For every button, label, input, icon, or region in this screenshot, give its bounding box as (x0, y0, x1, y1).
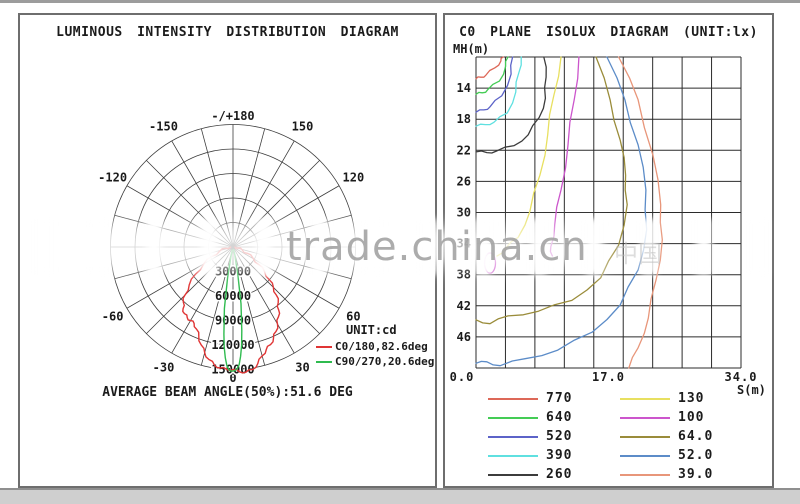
x-tick-label: 17.0 (592, 370, 625, 384)
legend-line-swatch (620, 397, 670, 400)
legend-label: C90/270,20.6deg (335, 355, 435, 368)
isolux-blob-100 (483, 252, 497, 274)
polar-spoke (232, 160, 320, 248)
isolux-legend-item-520: 520 (488, 427, 572, 446)
angle-label: 30 (295, 360, 309, 374)
isolux-legend-item-64.0: 64.0 (620, 427, 713, 446)
polar-legend-unit: UNIT:cd (346, 323, 397, 337)
isolux-chart: 14 18 22 26 30 34 38 42 46 0.0 17.0 34.0 (450, 56, 758, 384)
angle-label: 150 (292, 120, 314, 134)
isolux-curve-770 (475, 56, 504, 80)
isolux-legend-col1: 770 640 520 390 260 (488, 389, 572, 484)
y-tick-label: 30 (457, 206, 471, 220)
legend-line-swatch (488, 454, 538, 457)
isolux-curve-64.0 (475, 56, 628, 325)
polar-legend-item-c0: C0/180,82.6deg (316, 339, 434, 354)
polar-legend-rows: C0/180,82.6deg C90/270,20.6deg (316, 339, 434, 369)
isolux-legend-item-100: 100 (620, 408, 713, 427)
y-tick-label: 46 (457, 330, 471, 344)
legend-label: 130 (678, 391, 705, 406)
legend-label: 260 (546, 467, 573, 482)
legend-label: 39.0 (678, 467, 714, 482)
y-tick-label: 26 (457, 174, 471, 188)
legend-label: 520 (546, 429, 573, 444)
angle-label: -120 (98, 171, 127, 185)
y-tick-label: 18 (457, 112, 471, 126)
legend-line-swatch (488, 416, 538, 419)
angle-label: 0 (229, 371, 236, 385)
angle-label: 120 (343, 171, 365, 185)
legend-line-swatch (316, 345, 332, 348)
radial-label: 60000 (215, 289, 251, 303)
legend-label: 52.0 (678, 448, 714, 463)
angle-label: -/+180 (211, 109, 254, 123)
isolux-legend-item-39.0: 39.0 (620, 465, 713, 484)
x-tick-label: 34.0 (725, 370, 758, 384)
legend-line-swatch (620, 435, 670, 438)
isolux-panel: C0 PLANE ISOLUX DIAGRAM (UNIT:lx) MH(m) … (443, 13, 774, 488)
x-tick-label: 0.0 (450, 370, 475, 384)
top-edge-strip (0, 0, 800, 3)
polar-legend-item-c90: C90/270,20.6deg (316, 354, 434, 369)
y-tick-label: 42 (457, 299, 471, 313)
right-panel-title: C0 PLANE ISOLUX DIAGRAM (UNIT:lx) (459, 25, 758, 40)
radial-label: 90000 (215, 314, 251, 328)
isolux-curve-390 (475, 56, 522, 127)
isolux-legend-item-390: 390 (488, 446, 572, 465)
isolux-legend-item-640: 640 (488, 408, 572, 427)
legend-line-swatch (620, 454, 670, 457)
isolux-legend-col2: 130 100 64.0 52.0 39.0 (620, 389, 713, 484)
y-axis-label: MH(m) (453, 42, 490, 56)
angle-label: -150 (149, 120, 178, 134)
isolux-legend-item-770: 770 (488, 389, 572, 408)
polar-spoke (232, 140, 295, 248)
legend-line-swatch (316, 360, 332, 363)
legend-label: 100 (678, 410, 705, 425)
x-axis-label: S(m) (737, 383, 766, 397)
intensity-curve-c90 (223, 249, 243, 372)
isolux-curve-640 (475, 56, 509, 95)
bottom-edge-strip (0, 488, 800, 504)
angle-label: -30 (153, 360, 175, 374)
legend-line-swatch (488, 473, 538, 476)
legend-label: C0/180,82.6deg (335, 340, 428, 353)
angle-label: 60 (346, 310, 360, 324)
isolux-curve-520 (475, 56, 514, 113)
isolux-curve-52.0 (475, 56, 648, 367)
angle-label: -60 (102, 310, 124, 324)
isolux-legend-item-130: 130 (620, 389, 713, 408)
y-tick-label: 34 (457, 237, 471, 251)
isolux-curve-260 (475, 56, 547, 154)
y-tick-label: 14 (457, 81, 471, 95)
radial-label: 30000 (215, 265, 251, 279)
polar-spoke (126, 185, 234, 248)
polar-spoke (200, 128, 234, 248)
luminous-intensity-panel: LUMINOUS INTENSITY DISTRIBUTION DIAGRAM … (18, 13, 437, 488)
average-beam-angle-note: AVERAGE BEAM ANGLE(50%):51.6 DEG (102, 385, 353, 400)
legend-line-swatch (488, 435, 538, 438)
left-panel-title: LUMINOUS INTENSITY DISTRIBUTION DIAGRAM (56, 25, 399, 40)
radial-label: 120000 (211, 338, 254, 352)
polar-spoke (171, 140, 234, 248)
isolux-legend-item-52.0: 52.0 (620, 446, 713, 465)
polar-spoke (232, 185, 340, 248)
legend-line-swatch (620, 473, 670, 476)
polar-spoke (232, 128, 266, 248)
polar-legend: UNIT:cd C0/180,82.6deg C90/270,20.6deg (316, 323, 434, 369)
legend-label: 64.0 (678, 429, 714, 444)
legend-label: 390 (546, 448, 573, 463)
legend-line-swatch (488, 397, 538, 400)
isolux-legend-item-260: 260 (488, 465, 572, 484)
legend-line-swatch (620, 416, 670, 419)
polar-spoke (146, 160, 234, 248)
polar-spoke (232, 214, 352, 248)
legend-label: 640 (546, 410, 573, 425)
polar-spoke (114, 214, 234, 248)
y-tick-label: 22 (457, 143, 471, 157)
polar-intensity-chart: -/+180 -150 150 -120 120 -60 60 -30 30 0 30000 6000… (98, 109, 365, 385)
legend-label: 770 (546, 391, 573, 406)
y-tick-label: 38 (457, 268, 471, 282)
